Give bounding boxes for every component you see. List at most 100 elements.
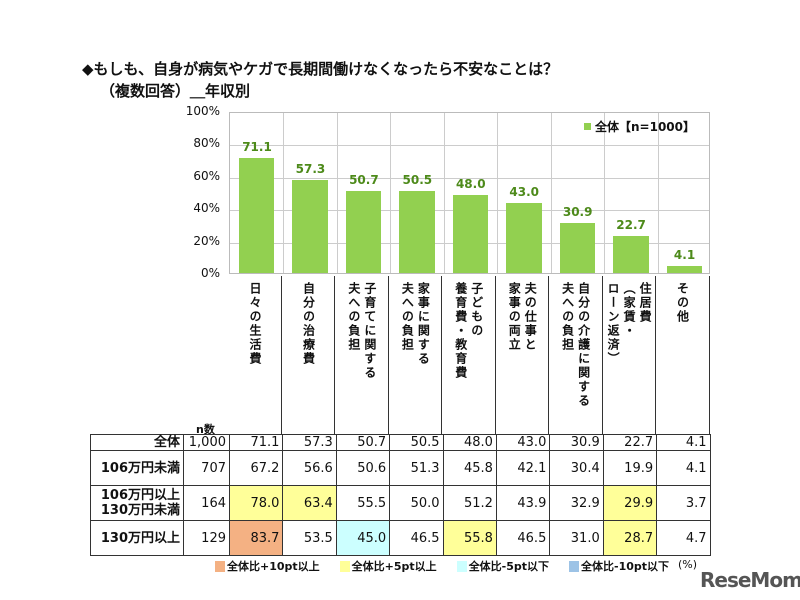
category-label: 夫の仕事と 家事の両立 <box>496 276 550 434</box>
key-label: 全体比+10pt以上 <box>227 560 320 573</box>
key-swatch <box>215 560 225 572</box>
gridline-vertical <box>550 113 552 273</box>
table-cell: 4.1 <box>656 450 711 486</box>
bar <box>292 180 328 273</box>
table-cell: 45.0 <box>335 520 391 556</box>
y-tick-label: 100% <box>185 104 220 118</box>
table-row: 106万円未満 707 67.2 56.6 50.6 51.3 45.8 42.1 30.4 19… <box>90 450 711 486</box>
data-label: 57.3 <box>295 162 326 177</box>
unit-label: (%) <box>678 558 698 571</box>
table-cell: 42.1 <box>495 450 551 486</box>
chart-subtitle: （複数回答）＿年収別 <box>100 82 251 100</box>
gridline-vertical <box>336 113 338 273</box>
row-n: 707 <box>183 450 230 486</box>
row-n: 164 <box>183 485 230 521</box>
key-label: 全体比-5pt以下 <box>468 560 550 573</box>
y-tick-label: 0% <box>200 266 220 280</box>
table-cell: 4.7 <box>656 520 711 556</box>
category-label: 家事に関する 夫への負担 <box>389 276 443 434</box>
y-tick-label: 20% <box>193 233 220 248</box>
table-cell: 22.7 <box>602 434 658 451</box>
table-cell: 43.0 <box>495 434 551 451</box>
category-label: その他 <box>657 276 710 434</box>
bar <box>666 266 702 273</box>
table-cell: 55.8 <box>442 520 497 556</box>
legend-swatch <box>584 123 591 130</box>
table-cell: 78.0 <box>228 485 284 521</box>
table-cell: 32.9 <box>549 485 604 521</box>
gridline-vertical <box>390 113 392 273</box>
bar <box>239 157 275 273</box>
table-cell: 31.0 <box>549 520 604 556</box>
table-cell: 71.1 <box>228 434 284 451</box>
table-cell: 83.7 <box>228 520 284 556</box>
table-cell: 50.7 <box>335 434 391 451</box>
category-text: 子育てに関する 夫への負担 <box>346 282 377 380</box>
data-label: 48.0 <box>455 177 486 192</box>
table-cell: 56.6 <box>282 450 337 486</box>
category-text: 夫の仕事と 家事の両立 <box>507 282 538 352</box>
bar <box>613 236 649 273</box>
y-tick-label: 80% <box>193 136 220 151</box>
row-label: 全体 <box>90 434 184 451</box>
y-tick-label: 60% <box>193 168 220 183</box>
bar <box>506 203 542 273</box>
category-label: 自分の介護に関する 夫への負担 <box>550 276 603 434</box>
data-table: 全体 1,000 71.1 57.3 50.7 50.5 48.0 43.0 30.9 22.7 4… <box>90 434 711 556</box>
chart-title: ◆もしも、自身が病気やケガで長期間働けなくなったら不安なことは？ <box>82 60 559 78</box>
gridline-vertical <box>657 113 659 273</box>
category-label: 自分の治療費 <box>282 276 336 434</box>
table-cell: 46.5 <box>495 520 551 556</box>
key-label: 全体比-10pt以下 <box>581 560 670 573</box>
key-label: 全体比+5pt以上 <box>351 560 437 573</box>
category-text: 住居費 （家賃・ ローン返済） <box>606 282 653 366</box>
table-cell: 50.0 <box>389 485 444 521</box>
gridline-vertical <box>283 113 285 273</box>
category-label: 子どもの 養育費・教育費 <box>443 276 496 434</box>
data-label: 4.1 <box>673 248 696 263</box>
row-label: 106万円以上 130万円未満 <box>90 485 184 521</box>
table-cell: 28.7 <box>602 520 658 556</box>
category-label: 住居費 （家賃・ ローン返済） <box>603 276 657 434</box>
category-label: 子育てに関する 夫への負担 <box>336 276 389 434</box>
data-label: 71.1 <box>242 139 272 154</box>
table-cell: 29.9 <box>602 485 658 521</box>
plot-area: 71.1 57.3 50.7 50.5 48.0 43.0 30.9 22.7 4.1 <box>229 112 710 274</box>
key-swatch <box>339 560 350 572</box>
logo: ReseMom <box>700 568 800 592</box>
gridline-vertical <box>443 113 445 273</box>
data-label: 22.7 <box>616 218 646 233</box>
row-label: 130万円以上 <box>90 520 184 556</box>
category-label: 日々の生活費 <box>229 276 282 434</box>
table-cell: 3.7 <box>656 485 711 521</box>
table-cell: 51.2 <box>442 485 497 521</box>
category-text: 自分の治療費 <box>301 282 316 366</box>
table-cell: 50.6 <box>335 450 391 486</box>
n-header: n数 <box>196 423 215 436</box>
table-cell: 53.5 <box>282 520 337 556</box>
bar <box>345 190 382 273</box>
category-text: その他 <box>675 282 690 324</box>
table-row: 全体 1,000 71.1 57.3 50.7 50.5 48.0 43.0 30.9 22.7 4… <box>90 434 711 451</box>
table-cell: 50.5 <box>389 434 444 451</box>
table-cell: 63.4 <box>282 485 337 521</box>
legend: 全体【n=1000】 <box>584 118 695 135</box>
bar <box>559 222 596 273</box>
category-text: 家事に関する 夫への負担 <box>400 282 431 366</box>
table-cell: 57.3 <box>282 434 337 451</box>
table-cell: 51.3 <box>389 450 444 486</box>
data-label: 50.5 <box>402 173 433 188</box>
gridline <box>230 177 709 179</box>
row-n: 129 <box>183 520 230 556</box>
category-text: 自分の介護に関する 夫への負担 <box>560 282 591 408</box>
category-text: 子どもの 養育費・教育費 <box>453 282 484 380</box>
y-tick-label: 40% <box>193 201 220 216</box>
key-swatch <box>569 560 580 572</box>
table-cell: 43.9 <box>495 485 551 521</box>
row-n: 1,000 <box>183 434 230 451</box>
bar <box>399 191 435 273</box>
category-text: 日々の生活費 <box>248 282 262 366</box>
table-cell: 45.8 <box>442 450 497 486</box>
bar <box>452 195 489 273</box>
legend-label: 全体【n=1000】 <box>595 120 695 134</box>
